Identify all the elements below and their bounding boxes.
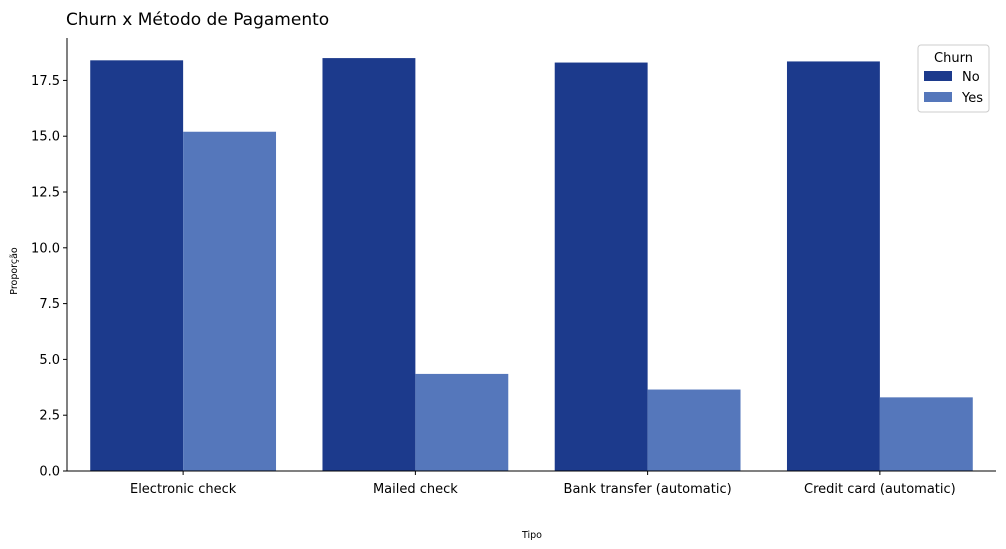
legend-swatch-no — [924, 71, 952, 81]
y-tick-label: 7.5 — [39, 297, 60, 312]
legend-label-yes: Yes — [961, 91, 983, 106]
legend-label-no: No — [962, 70, 980, 85]
bars-group — [90, 58, 973, 472]
x-axis-label: Tipo — [521, 530, 542, 541]
x-ticks-group: Electronic check Mailed check Bank transfe… — [130, 471, 956, 497]
bar-no-2 — [554, 62, 648, 472]
bar-no-0 — [90, 60, 184, 472]
bar-yes-0 — [183, 131, 277, 472]
x-tick-label: Mailed check — [373, 482, 458, 497]
bar-yes-3 — [879, 397, 973, 471]
legend-swatch-yes — [924, 92, 952, 102]
y-tick-label: 15.0 — [31, 130, 60, 145]
bar-no-3 — [786, 61, 880, 471]
chart-title: Churn x Método de Pagamento — [66, 10, 329, 30]
y-tick-label: 17.5 — [31, 74, 60, 89]
bar-yes-2 — [647, 389, 741, 471]
y-tick-label: 12.5 — [31, 186, 60, 201]
x-tick-label: Bank transfer (automatic) — [564, 482, 732, 497]
y-ticks-group: 0.0 2.5 5.0 7.5 10.0 12.5 15.0 17.5 — [31, 74, 67, 480]
legend: Churn No Yes — [917, 44, 990, 113]
y-tick-label: 0.0 — [39, 465, 60, 480]
legend-title: Churn — [934, 51, 973, 66]
x-tick-label: Electronic check — [130, 482, 237, 497]
y-tick-label: 2.5 — [39, 409, 60, 424]
x-tick-label: Credit card (automatic) — [804, 482, 956, 497]
bar-yes-1 — [415, 373, 509, 471]
y-axis-label: Proporção — [9, 247, 20, 295]
bar-no-1 — [322, 58, 416, 472]
y-tick-label: 10.0 — [31, 241, 60, 256]
y-tick-label: 5.0 — [39, 353, 60, 368]
axes-group — [66, 38, 996, 472]
